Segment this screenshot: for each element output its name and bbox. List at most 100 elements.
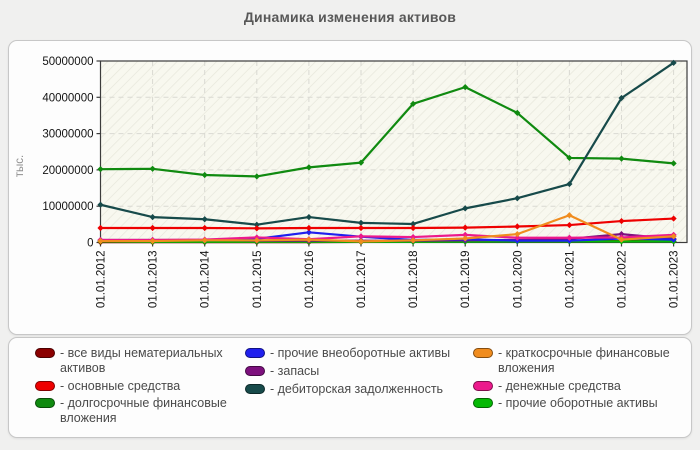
data-point-marker [410, 100, 417, 107]
legend-column: - все виды нематериальных активов - основ… [35, 346, 235, 426]
legend-swatch-icon [245, 383, 265, 394]
series-line-1 [100, 217, 674, 230]
data-point-marker [514, 223, 521, 230]
data-point-marker [462, 231, 469, 238]
data-point-marker [201, 216, 208, 223]
data-point-marker [618, 236, 625, 243]
legend-item: - все виды нематериальных активов [35, 346, 235, 376]
x-tick-label: 01.01.2018 [408, 251, 420, 309]
legend-item: - запасы [245, 364, 463, 379]
data-point-marker [618, 155, 625, 162]
data-point-marker [201, 171, 208, 179]
legend-swatch-icon [473, 380, 493, 391]
y-tick-label: 40000000 [42, 92, 93, 104]
legend-label: - основные средства [60, 378, 181, 393]
data-point-marker [305, 236, 312, 243]
legend-item: - денежные средства [473, 379, 681, 394]
legend-item: - дебиторская задолженность [245, 382, 463, 397]
data-point-marker [566, 212, 573, 219]
data-point-marker [97, 237, 104, 245]
data-point-marker [357, 159, 365, 166]
y-axis-label: тыс. [14, 155, 26, 177]
data-point-marker [618, 94, 625, 102]
data-point-marker [670, 233, 677, 240]
legend-label: - краткосрочные финансовые вложения [498, 346, 670, 375]
x-tick-label: 01.01.2022 [617, 251, 629, 309]
data-point-marker [305, 229, 312, 236]
x-tick-label: 01.01.2012 [96, 251, 108, 309]
series-line-6 [100, 214, 674, 243]
data-point-marker [97, 201, 104, 208]
legend-label: - дебиторская задолженность [270, 381, 444, 396]
data-point-marker [305, 164, 312, 171]
legend-label: - денежные средства [498, 378, 621, 393]
data-point-marker [566, 234, 573, 241]
y-tick-label: 20000000 [42, 165, 93, 177]
x-tick-label: 01.01.2019 [460, 251, 472, 309]
series-line-5 [100, 61, 675, 226]
legend-item: - основные средства [35, 379, 235, 394]
data-point-marker [201, 224, 208, 232]
y-tick-label: 10000000 [42, 201, 93, 213]
legend-column: - краткосрочные финансовые вложения - ден… [473, 346, 681, 411]
legend-swatch-icon [245, 348, 265, 358]
plot-area [100, 61, 687, 243]
data-point-marker [149, 237, 156, 245]
data-point-marker [670, 215, 677, 222]
data-point-marker [670, 160, 677, 167]
data-point-marker [410, 224, 417, 232]
legend-swatch-icon [35, 380, 55, 391]
data-point-marker [201, 237, 208, 244]
x-tick-label: 01.01.2020 [512, 251, 524, 309]
data-point-marker [357, 233, 365, 240]
data-point-marker [462, 84, 469, 91]
y-tick-label: 30000000 [42, 129, 93, 141]
data-point-marker [514, 234, 521, 241]
chart-panel: 0 10000000 20000000 30000000 40000000 5000000… [8, 40, 692, 335]
data-point-marker [462, 235, 469, 242]
y-tick-label: 50000000 [42, 56, 93, 68]
data-point-marker [514, 231, 521, 238]
data-point-marker [670, 236, 677, 243]
legend-label: - прочие оборотные активы [498, 396, 658, 411]
data-point-marker [566, 180, 573, 188]
data-point-marker [357, 224, 365, 232]
data-point-marker [670, 59, 677, 66]
data-point-marker [514, 109, 521, 117]
line-chart: 0 10000000 20000000 30000000 40000000 5000000… [14, 56, 688, 309]
data-point-marker [410, 237, 417, 244]
data-point-marker [618, 231, 625, 238]
data-point-marker [410, 220, 417, 228]
legend-swatch-icon [245, 365, 265, 376]
legend-swatch-icon [473, 348, 493, 358]
data-point-marker [305, 224, 312, 232]
data-point-marker [149, 224, 156, 232]
legend-panel: - все виды нематериальных активов - основ… [8, 337, 692, 438]
legend-item: - краткосрочные финансовые вложения [473, 346, 681, 376]
legend-item: - долгосрочные финансовые вложения [35, 396, 235, 426]
data-point-marker [462, 224, 469, 231]
series-line-2 [100, 86, 674, 178]
legend-swatch-icon [35, 398, 55, 409]
data-point-marker [462, 205, 469, 212]
data-point-marker [514, 195, 521, 202]
data-point-marker [97, 166, 104, 173]
legend-label: - запасы [270, 363, 320, 378]
x-tick-label: 01.01.2023 [669, 251, 681, 309]
legend-swatch-icon [35, 348, 55, 358]
data-point-marker [410, 233, 417, 241]
data-point-marker [618, 217, 625, 225]
data-point-marker [149, 213, 156, 221]
chart-title: Динамика изменения активов [243, 9, 457, 25]
x-tick-label: 01.01.2017 [356, 251, 368, 309]
x-tick-label: 01.01.2013 [148, 251, 160, 309]
data-point-marker [149, 165, 156, 172]
data-point-marker [566, 154, 573, 162]
data-point-marker [305, 213, 312, 221]
data-point-marker [357, 219, 365, 226]
legend-label: - прочие внеоборотные активы [270, 346, 451, 360]
x-tick-label: 01.01.2021 [564, 251, 576, 309]
y-tick-label: 0 [87, 238, 93, 250]
x-tick-label: 01.01.2016 [304, 251, 316, 309]
data-point-marker [566, 221, 573, 229]
